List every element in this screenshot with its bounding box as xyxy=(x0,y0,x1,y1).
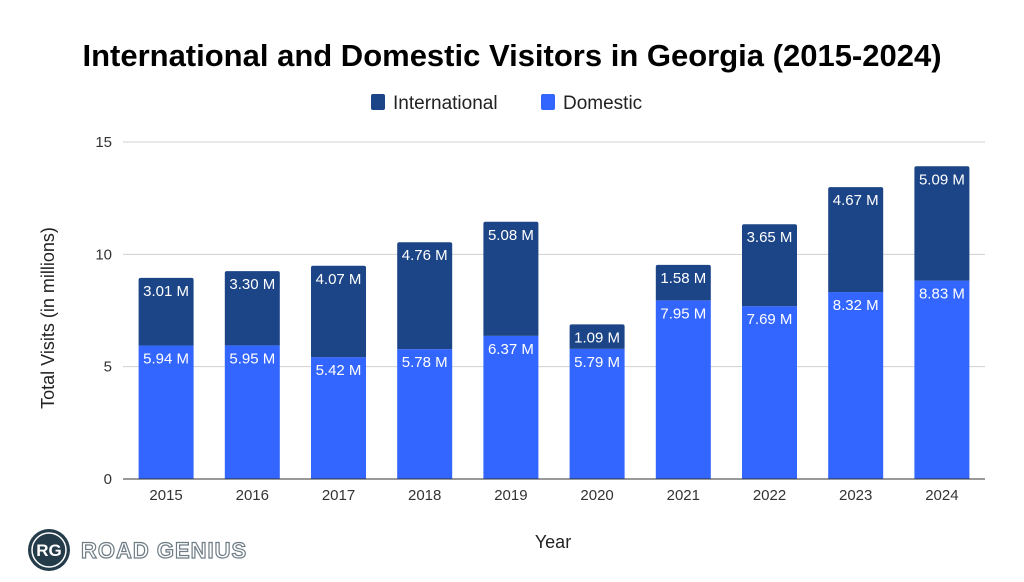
y-tick-label: 0 xyxy=(104,471,112,488)
bar-domestic-2024 xyxy=(914,280,970,479)
bar-international-2020 xyxy=(569,324,625,349)
x-tick-label: 2024 xyxy=(925,487,958,504)
x-axis-label: Year xyxy=(535,532,571,552)
bar-international-2021 xyxy=(655,264,711,301)
bar-international-2017 xyxy=(311,265,366,358)
data-label-international-2020: 1.09 M xyxy=(574,329,620,346)
bar-domestic-2016 xyxy=(224,345,280,479)
data-label-international-2024: 5.09 M xyxy=(919,171,965,188)
x-tick-label: 2022 xyxy=(753,487,786,504)
bar-domestic-2020 xyxy=(569,348,625,479)
data-label-domestic-2015: 5.94 M xyxy=(143,351,189,368)
x-tick-label: 2016 xyxy=(236,487,269,504)
bar-domestic-2019 xyxy=(483,335,539,479)
y-tick-label: 10 xyxy=(95,246,112,263)
y-axis-label: Total Visits (in millions) xyxy=(38,227,58,409)
logo-circle-icon xyxy=(28,529,70,571)
bar-domestic-2017 xyxy=(311,357,366,479)
logo-text: ROAD GENIUS xyxy=(81,538,247,563)
bars xyxy=(138,166,970,479)
bar-domestic-2023 xyxy=(828,292,884,479)
data-label-domestic-2017: 5.42 M xyxy=(316,362,362,379)
logo-mark: RG xyxy=(36,541,62,560)
bar-international-2019 xyxy=(483,221,539,336)
bar-domestic-2018 xyxy=(397,349,453,479)
data-label-international-2015: 3.01 M xyxy=(143,283,189,300)
bar-international-2015 xyxy=(138,277,194,346)
chart-title: International and Domestic Visitors in G… xyxy=(82,38,941,73)
data-label-international-2023: 4.67 M xyxy=(833,192,879,209)
x-tick-label: 2023 xyxy=(839,487,872,504)
y-axis-ticks: 0 5 10 15 xyxy=(95,134,112,488)
data-label-international-2021: 1.58 M xyxy=(660,270,706,287)
data-labels: 5.94 M 3.01 M 5.95 M 3.30 M 5.42 M 4.07 M 5.78… xyxy=(143,171,965,379)
road-genius-logo: RG ROAD GENIUS xyxy=(28,529,247,571)
logo-ring-icon xyxy=(31,532,67,568)
bar-international-2024 xyxy=(914,166,970,281)
data-label-domestic-2022: 7.69 M xyxy=(747,311,793,328)
legend-label-international: International xyxy=(393,93,498,114)
data-label-domestic-2020: 5.79 M xyxy=(574,354,620,371)
data-label-domestic-2019: 6.37 M xyxy=(488,341,534,358)
data-label-domestic-2024: 8.83 M xyxy=(919,286,965,303)
legend-swatch-international xyxy=(371,94,385,110)
bar-domestic-2021 xyxy=(655,300,711,479)
x-axis-ticks: 2015 2016 2017 2018 2019 2020 2021 2022 2023 2024 xyxy=(149,487,958,504)
data-label-international-2019: 5.08 M xyxy=(488,227,534,244)
data-label-international-2016: 3.30 M xyxy=(229,276,275,293)
data-label-international-2018: 4.76 M xyxy=(402,247,448,264)
data-label-domestic-2021: 7.95 M xyxy=(660,305,706,322)
legend: International Domestic xyxy=(371,93,642,114)
bar-domestic-2022 xyxy=(742,306,797,479)
bar-international-2018 xyxy=(397,242,453,350)
bar-domestic-2015 xyxy=(138,345,194,479)
data-label-domestic-2018: 5.78 M xyxy=(402,354,448,371)
bar-international-2023 xyxy=(828,187,884,293)
x-tick-label: 2021 xyxy=(667,487,700,504)
bar-international-2016 xyxy=(224,271,280,346)
legend-label-domestic: Domestic xyxy=(563,93,642,114)
x-tick-label: 2015 xyxy=(149,487,182,504)
data-label-domestic-2016: 5.95 M xyxy=(229,350,275,367)
x-tick-label: 2019 xyxy=(494,487,527,504)
bar-international-2022 xyxy=(742,224,797,307)
data-label-domestic-2023: 8.32 M xyxy=(833,297,879,314)
x-tick-label: 2020 xyxy=(580,487,613,504)
y-tick-label: 5 xyxy=(104,359,112,376)
y-tick-label: 15 xyxy=(95,134,112,151)
legend-swatch-domestic xyxy=(541,94,555,110)
data-label-international-2017: 4.07 M xyxy=(316,271,362,288)
x-tick-label: 2017 xyxy=(322,487,355,504)
x-tick-label: 2018 xyxy=(408,487,441,504)
data-label-international-2022: 3.65 M xyxy=(747,229,793,246)
